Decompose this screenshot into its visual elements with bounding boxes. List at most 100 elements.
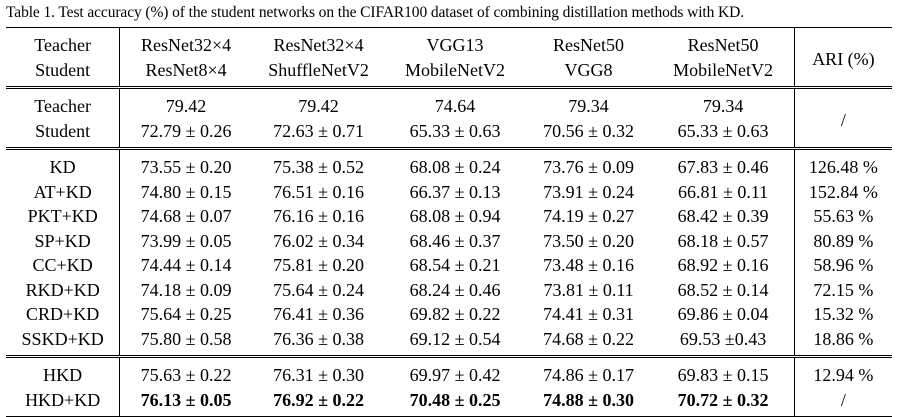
table-cell: 79.34 xyxy=(524,86,653,119)
row-label: SP+KD xyxy=(34,230,91,251)
table-cell: 67.83 ± 0.46 xyxy=(652,147,795,180)
table-cell: 69.86 ± 0.04 xyxy=(677,304,769,324)
ari-cell: 80.89 % xyxy=(793,228,892,253)
header-student-cell: ResNet8×4 xyxy=(119,57,252,88)
ari-cell: 72.15 % xyxy=(793,277,892,302)
row-label: KD xyxy=(6,147,120,180)
header-ari-label: ARI (%) xyxy=(793,27,892,88)
row-label: RKD+KD xyxy=(25,279,100,300)
row-label: SSKD+KD xyxy=(21,328,104,349)
table-cell: 65.33 ± 0.63 xyxy=(677,120,769,141)
header-teacher-label: Teacher xyxy=(34,35,91,55)
table-cell: 76.36 ± 0.38 xyxy=(273,328,364,349)
table-cell: 73.55 ± 0.20 xyxy=(119,147,252,180)
header-teacher-row: Teacher ResNet32×4 ResNet32×4 VGG13 ResN… xyxy=(6,27,892,88)
table-cell: 68.92 ± 0.16 xyxy=(677,255,769,275)
row-label: Teacher xyxy=(6,86,120,119)
table-cell: 75.80 ± 0.58 xyxy=(119,326,252,357)
table-cell: 69.83 ± 0.15 xyxy=(652,355,795,388)
ari-cell: 55.63 % xyxy=(793,204,892,229)
table-cell: 75.64 ± 0.25 xyxy=(119,302,252,327)
table-cell: 76.41 ± 0.36 xyxy=(273,304,364,324)
best-result-cell: 76.92 ± 0.22 xyxy=(273,389,364,410)
method-row-sskd-kd: SSKD+KD 75.80 ± 0.58 76.36 ± 0.38 69.12 … xyxy=(6,326,892,357)
row-label: HKD+KD xyxy=(25,389,101,410)
row-label: CC+KD xyxy=(32,255,93,275)
ari-cell: 18.86 % xyxy=(793,326,892,357)
method-row-hkd: HKD 75.63 ± 0.22 76.31 ± 0.30 69.97 ± 0.… xyxy=(6,355,892,388)
table-cell: 68.24 ± 0.46 xyxy=(409,279,501,300)
header-teacher-cell: ResNet50 xyxy=(687,35,759,55)
table-cell: 69.82 ± 0.22 xyxy=(409,304,501,324)
ari-cell: 126.48 % xyxy=(793,147,892,180)
ari-cell: 12.94 % xyxy=(793,355,892,388)
header-student-label: Student xyxy=(35,59,91,80)
table-cell: 76.51 ± 0.16 xyxy=(273,181,364,202)
row-label: Student xyxy=(35,120,91,141)
header-teacher-cell: ResNet32×4 xyxy=(119,27,252,58)
table-cell: 75.64 ± 0.24 xyxy=(273,279,364,300)
table-cell: 74.41 ± 0.31 xyxy=(543,304,634,324)
ari-cell: 152.84 % xyxy=(793,179,892,204)
table-cell: 69.97 ± 0.42 xyxy=(385,355,525,388)
ari-cell: / xyxy=(793,387,892,417)
teacher-baseline-row: Teacher 79.42 79.42 74.64 79.34 79.34 / xyxy=(6,86,892,149)
best-result-cell: 70.72 ± 0.32 xyxy=(677,389,769,410)
table-cell: 76.16 ± 0.16 xyxy=(273,206,364,226)
header-student-row: Student ResNet8×4 ShuffleNetV2 MobileNet… xyxy=(6,57,892,88)
method-row-kd: KD 73.55 ± 0.20 75.38 ± 0.52 68.08 ± 0.2… xyxy=(6,147,892,180)
table-cell: 74.86 ± 0.17 xyxy=(524,355,653,388)
table-cell: 74.80 ± 0.15 xyxy=(119,179,252,204)
table-cell: 74.68 ± 0.22 xyxy=(543,328,634,349)
row-label: PKT+KD xyxy=(27,206,98,226)
table-cell: 66.81 ± 0.11 xyxy=(677,181,769,202)
table-cell: 65.33 ± 0.63 xyxy=(409,120,501,141)
table-cell: 68.08 ± 0.94 xyxy=(409,206,501,226)
header-student-cell: MobileNetV2 xyxy=(673,59,774,80)
table-cell: 75.38 ± 0.52 xyxy=(251,147,386,180)
method-row-sp-kd: SP+KD 73.99 ± 0.05 76.02 ± 0.34 68.46 ± … xyxy=(6,228,892,253)
table-cell: 73.81 ± 0.11 xyxy=(543,279,634,300)
table-cell: 79.42 xyxy=(119,86,252,119)
table-cell: 75.63 ± 0.22 xyxy=(119,355,252,388)
table-cell: 74.18 ± 0.09 xyxy=(119,277,252,302)
header-teacher-cell: ResNet50 xyxy=(553,35,625,55)
header-teacher-cell: ResNet32×4 xyxy=(273,35,364,55)
table-cell: 68.46 ± 0.37 xyxy=(409,230,501,251)
table-cell: 68.52 ± 0.14 xyxy=(677,279,769,300)
table-cell: 73.76 ± 0.09 xyxy=(524,147,653,180)
table-cell: 72.79 ± 0.26 xyxy=(119,118,252,149)
row-label: AT+KD xyxy=(33,181,92,202)
table-cell: 72.63 ± 0.71 xyxy=(273,120,364,141)
table-cell: 70.56 ± 0.32 xyxy=(543,120,634,141)
table-cell: 68.42 ± 0.39 xyxy=(677,206,769,226)
table-caption: Table 1. Test accuracy (%) of the studen… xyxy=(6,4,745,21)
table-cell: 73.50 ± 0.20 xyxy=(543,230,634,251)
table-cell: 69.12 ± 0.54 xyxy=(409,328,501,349)
row-label: HKD xyxy=(6,355,120,388)
table-cell: 76.02 ± 0.34 xyxy=(273,230,364,251)
table-cell: 79.42 xyxy=(251,86,386,119)
table-cell: 74.64 xyxy=(385,86,525,119)
table-cell: 74.44 ± 0.14 xyxy=(119,253,252,278)
table-cell: 66.37 ± 0.13 xyxy=(409,181,501,202)
method-row-cc-kd: CC+KD 74.44 ± 0.14 75.81 ± 0.20 68.54 ± … xyxy=(6,253,892,278)
best-result-cell: 74.88 ± 0.30 xyxy=(543,389,634,410)
student-baseline-row: Student 72.79 ± 0.26 72.63 ± 0.71 65.33 … xyxy=(6,118,892,149)
header-student-cell: MobileNetV2 xyxy=(405,59,506,80)
header-teacher-cell: VGG13 xyxy=(426,35,484,55)
table-cell: 75.81 ± 0.20 xyxy=(273,255,364,275)
table-cell: 69.53 ±0.43 xyxy=(679,328,767,349)
method-row-hkd-kd: HKD+KD 76.13 ± 0.05 76.92 ± 0.22 70.48 ±… xyxy=(6,387,892,417)
table-cell: 79.34 xyxy=(652,86,795,119)
table-cell: 74.68 ± 0.07 xyxy=(119,204,252,229)
table-cell: 76.31 ± 0.30 xyxy=(251,355,386,388)
table-cell: 73.91 ± 0.24 xyxy=(543,181,634,202)
header-student-cell: ShuffleNetV2 xyxy=(268,59,369,80)
ari-cell: 15.32 % xyxy=(793,302,892,327)
table-cell: 68.54 ± 0.21 xyxy=(409,255,501,275)
table-cell: 68.18 ± 0.57 xyxy=(677,230,769,251)
table-cell: 74.19 ± 0.27 xyxy=(543,206,634,226)
table-cell: 68.08 ± 0.24 xyxy=(385,147,525,180)
method-row-at-kd: AT+KD 74.80 ± 0.15 76.51 ± 0.16 66.37 ± … xyxy=(6,179,892,204)
